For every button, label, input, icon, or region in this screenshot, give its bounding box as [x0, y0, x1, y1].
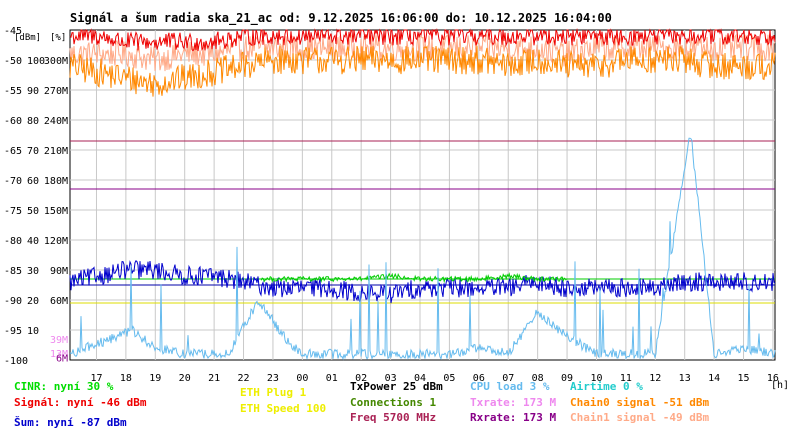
y-tick-rate-extra: 13M	[50, 349, 68, 360]
y-tick-dbm: -85	[4, 266, 22, 277]
x-tick-label: 13	[679, 373, 691, 384]
y-tick-dbm: -50	[4, 56, 22, 67]
x-tick-label: 00	[296, 373, 308, 384]
x-tick-label: 10	[590, 373, 602, 384]
y-tick-dbm: -65	[4, 146, 22, 157]
legend-entry: TxPower 25 dBm	[350, 380, 443, 393]
series-layer	[69, 28, 776, 361]
legend-entry: Šum: nyní -87 dBm	[14, 416, 127, 429]
series-0-line	[69, 33, 776, 72]
y-tick-dbm: -90	[4, 296, 22, 307]
legend-entry: Chain1 signal -49 dBm	[570, 411, 709, 424]
y-tick-pct: 90	[27, 86, 39, 97]
y-tick-dbm: -95	[4, 326, 22, 337]
x-tick-label: 04	[414, 373, 426, 384]
x-axis-unit: [h]	[771, 380, 789, 391]
y-tick-pct: 70	[27, 146, 39, 157]
x-tick-label: 17	[90, 373, 102, 384]
legend-entry: Signál: nyní -46 dBm	[14, 396, 147, 409]
x-tick-label: 20	[179, 373, 191, 384]
legend-entry: CINR: nyní 30 %	[14, 380, 114, 393]
y-tick-rate: 120M	[44, 236, 68, 247]
y-tick-dbm: -60	[4, 116, 22, 127]
y-tick-dbm: -100	[4, 356, 28, 367]
x-tick-label: 21	[208, 373, 220, 384]
x-tick-label: 02	[355, 373, 367, 384]
legend: CINR: nyní 30 % Signál: nyní -46 dBm Šum: …	[14, 380, 709, 429]
legend-entry: Connections 1	[350, 396, 436, 409]
x-tick-label: 08	[532, 373, 544, 384]
y-tick-rate: 90M	[50, 266, 68, 277]
y-tick-dbm: -70	[4, 176, 22, 187]
x-tick-label: 15	[738, 373, 750, 384]
legend-entry: ETH Plug 1	[240, 386, 307, 399]
y-tick-pct: 40	[27, 236, 39, 247]
x-tick-label: 07	[502, 373, 514, 384]
x-tick-label: 14	[708, 373, 720, 384]
x-tick-label: 09	[561, 373, 573, 384]
y-unit-dbm: [dBm]	[14, 33, 41, 43]
y-tick-rate: 150M	[44, 206, 68, 217]
x-tick-label: 23	[267, 373, 279, 384]
x-tick-label: 03	[385, 373, 397, 384]
y-tick-pct: 80	[27, 116, 39, 127]
y-tick-rate: 300M	[44, 56, 68, 67]
y-tick-rate-extra: 6M	[56, 354, 68, 365]
series-3-line	[69, 259, 776, 304]
y-tick-dbm: -80	[4, 236, 22, 247]
x-ticks: 17 18 19 20 21 22 23 00 01 02 03 04 05 06 07 08 09 10 11 12…	[90, 373, 779, 384]
y-unit-pct: [%]	[50, 33, 66, 43]
y-tick-rate: 210M	[44, 146, 68, 157]
y-tick-dbm: -75	[4, 206, 22, 217]
x-tick-label: 12	[649, 373, 661, 384]
x-tick-label: 18	[120, 373, 132, 384]
grid	[70, 30, 775, 360]
legend-entry: Freq 5700 MHz	[350, 411, 436, 424]
plot-area	[69, 29, 776, 361]
x-tick-label: 06	[473, 373, 485, 384]
y-tick-pct: 10	[27, 326, 39, 337]
series-5-line	[69, 137, 776, 361]
y-tick-rate: 270M	[44, 86, 68, 97]
x-tick-label: 11	[620, 373, 632, 384]
y-tick-rate-extra: 39M	[50, 335, 68, 346]
y-tick-pct: 60	[27, 176, 39, 187]
chart-title: Signál a šum radia ska_21_ac od: 9.12.20…	[70, 11, 612, 26]
series-2-line	[69, 28, 776, 52]
legend-entry: CPU load 3 %	[470, 380, 550, 393]
series-4-line	[260, 272, 567, 284]
legend-entry: Rxrate: 173 M	[470, 411, 556, 424]
legend-entry: ETH Speed 100	[240, 402, 326, 415]
x-tick-label: 01	[326, 373, 338, 384]
y-tick-rate: 240M	[44, 116, 68, 127]
y-tick-rate: 180M	[44, 176, 68, 187]
x-tick-label: 22	[238, 373, 250, 384]
legend-entry: Chain0 signal -51 dBm	[570, 396, 709, 409]
x-tick-label: 19	[149, 373, 161, 384]
y-tick-pct: 50	[27, 206, 39, 217]
y-tick-dbm: -45	[4, 26, 22, 37]
x-tick-label: 05	[443, 373, 455, 384]
y-tick-rate: 60M	[50, 296, 68, 307]
legend-entry: Airtime 0 %	[570, 380, 643, 393]
y-tick-dbm: -55	[4, 86, 22, 97]
y-tick-pct: 30	[27, 266, 39, 277]
y-tick-pct: 100	[27, 56, 45, 67]
legend-entry: Txrate: 173 M	[470, 396, 556, 409]
y-tick-pct: 20	[27, 296, 39, 307]
series-1-line	[69, 45, 776, 97]
x-tick-label: 16	[767, 373, 779, 384]
